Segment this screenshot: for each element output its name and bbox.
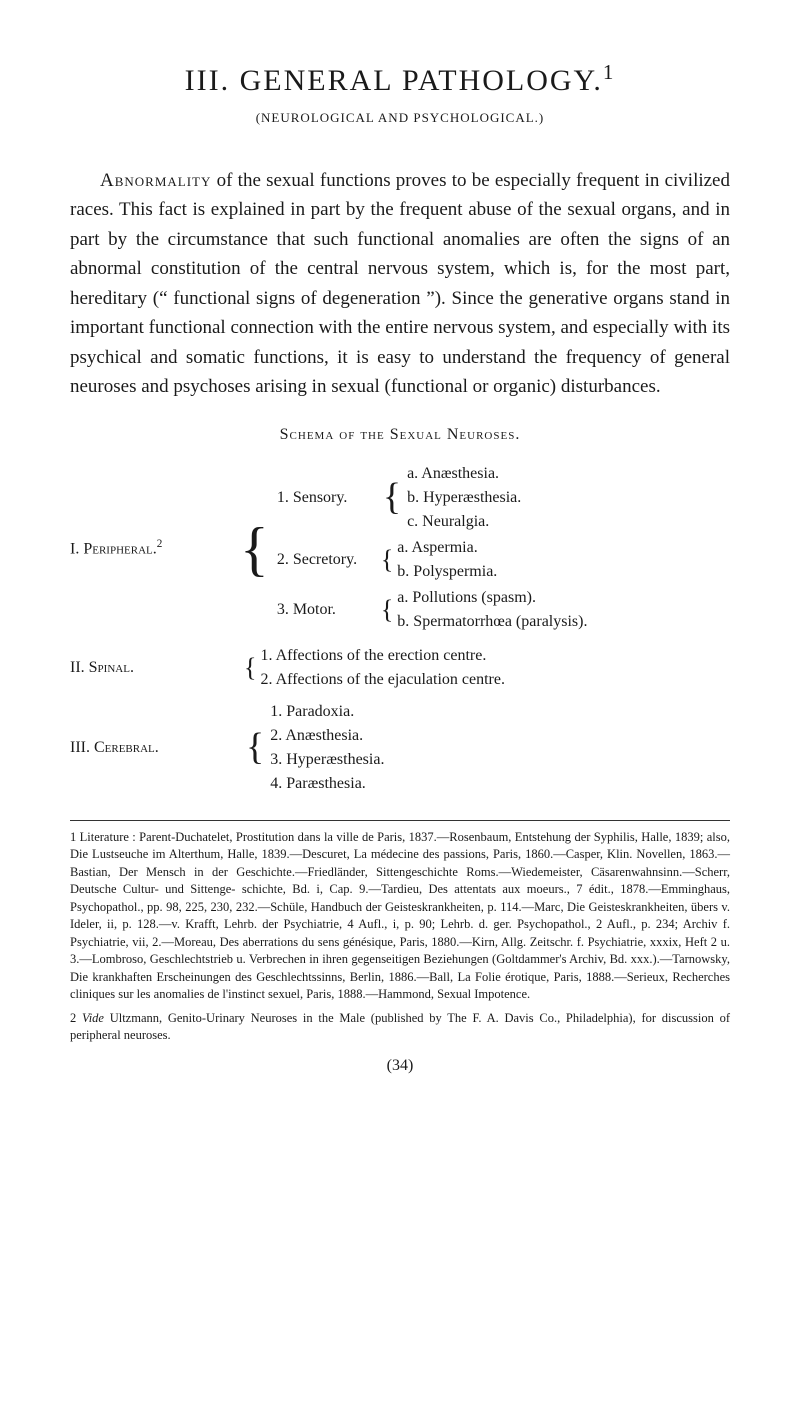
schema-label-cerebral: III. Cerebral. [70, 736, 240, 760]
schema-title: Schema of the Sexual Neuroses. [70, 426, 730, 444]
chapter-title-sup: 1 [603, 60, 616, 84]
brace-icon: { [383, 480, 401, 514]
schema-item: a. Pollutions (spasm). [397, 586, 587, 610]
footnote-2: 2 Vide Ultzmann, Genito-Urinary Neuroses… [70, 1010, 730, 1045]
schema-item: 1. Paradoxia. [270, 700, 384, 724]
paragraph-1: Abnormality of the sexual functions prov… [70, 166, 730, 402]
schema-label-spinal: II. Spinal. [70, 656, 240, 680]
schema-container: I. Peripheral.2 { 1. Sensory. { a. Anæst… [70, 462, 730, 796]
brace-icon: { [240, 522, 269, 576]
schema-label-peripheral: I. Peripheral.2 [70, 536, 240, 561]
schema-item: 4. Paræsthesia. [270, 772, 384, 796]
schema-sub-label-secretory: 2. Secretory. [277, 548, 377, 572]
brace-icon: { [381, 548, 393, 571]
schema-items-sensory: a. Anæsthesia. b. Hyperæsthesia. c. Neur… [407, 462, 521, 534]
schema-item: b. Spermatorrhœa (paralysis). [397, 610, 587, 634]
brace-icon: { [246, 730, 264, 764]
schema-sub-sensory: 1. Sensory. { a. Anæsthesia. b. Hyperæst… [277, 462, 588, 534]
schema-item: a. Anæsthesia. [407, 462, 521, 486]
schema-item: c. Neuralgia. [407, 510, 521, 534]
brace-icon: { [381, 598, 393, 621]
chapter-title-text: III. GENERAL PATHOLOGY. [185, 64, 603, 97]
footnotes: 1 Literature : Parent-Duchatelet, Prosti… [70, 820, 730, 1077]
schema-items-motor: a. Pollutions (spasm). b. Spermatorrhœa … [397, 586, 587, 634]
brace-icon: { [244, 656, 256, 679]
schema-label-peripheral-sup: 2 [157, 538, 163, 550]
footnote-2-rest: Ultzmann, Genito-Urinary Neuroses in the… [70, 1011, 730, 1043]
schema-item: 1. Affections of the erection centre. [260, 644, 505, 668]
schema-items-spinal: 1. Affections of the erection centre. 2.… [260, 644, 505, 692]
schema-item: b. Hyperæsthesia. [407, 486, 521, 510]
paragraph-1-rest: of the sexual functions proves to be esp… [70, 170, 730, 397]
schema-item: 3. Hyperæsthesia. [270, 748, 384, 772]
schema-item: 2. Affections of the ejaculation centre. [260, 668, 505, 692]
schema-sub-label-motor: 3. Motor. [277, 598, 377, 622]
paragraph-1-lead: Abnormality [100, 170, 211, 191]
schema-row-peripheral: I. Peripheral.2 { 1. Sensory. { a. Anæst… [70, 462, 730, 636]
schema-sub-motor: 3. Motor. { a. Pollutions (spasm). b. Sp… [277, 586, 588, 634]
chapter-subtitle: (NEUROLOGICAL AND PSYCHOLOGICAL.) [70, 110, 730, 126]
schema-item: b. Polyspermia. [397, 560, 497, 584]
schema-row-spinal: II. Spinal. { 1. Affections of the erect… [70, 644, 730, 692]
schema-item: a. Aspermia. [397, 536, 497, 560]
footnote-2-lead: 2 [70, 1011, 82, 1025]
page-number: (34) [70, 1055, 730, 1077]
schema-sub-label-sensory: 1. Sensory. [277, 486, 377, 510]
footnote-2-italic: Vide [82, 1011, 104, 1025]
schema-mid-peripheral: 1. Sensory. { a. Anæsthesia. b. Hyperæst… [277, 462, 588, 636]
schema-sub-secretory: 2. Secretory. { a. Aspermia. b. Polysper… [277, 536, 588, 584]
chapter-title: III. GENERAL PATHOLOGY.1 [70, 60, 730, 98]
schema-items-cerebral: 1. Paradoxia. 2. Anæsthesia. 3. Hyperæst… [270, 700, 384, 796]
schema-label-peripheral-text: I. Peripheral. [70, 540, 157, 557]
schema-item: 2. Anæsthesia. [270, 724, 384, 748]
schema-row-cerebral: III. Cerebral. { 1. Paradoxia. 2. Anæsth… [70, 700, 730, 796]
schema-items-secretory: a. Aspermia. b. Polyspermia. [397, 536, 497, 584]
footnote-1: 1 Literature : Parent-Duchatelet, Prosti… [70, 829, 730, 1004]
